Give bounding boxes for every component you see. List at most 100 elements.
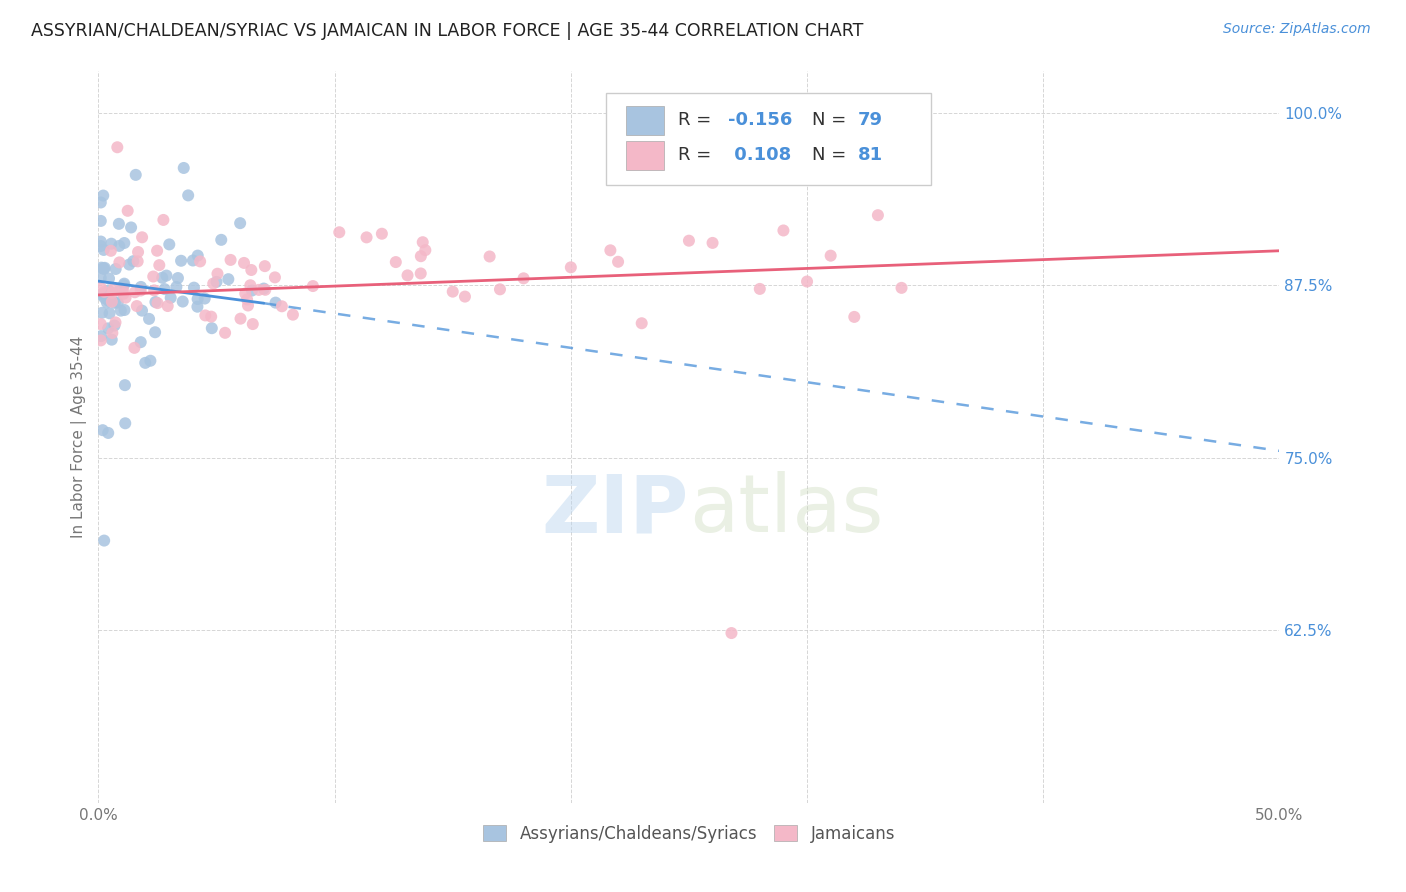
Point bbox=[170, 253, 193, 268]
Point bbox=[125, 299, 148, 313]
Point bbox=[173, 161, 195, 175]
Point bbox=[236, 293, 259, 307]
Point bbox=[489, 282, 512, 296]
Point bbox=[371, 227, 394, 241]
Point bbox=[103, 282, 125, 296]
Point bbox=[155, 268, 177, 283]
Point bbox=[253, 259, 276, 273]
Point bbox=[188, 254, 211, 268]
Point bbox=[98, 271, 121, 285]
Point bbox=[194, 309, 217, 323]
Point bbox=[90, 239, 112, 253]
Text: ASSYRIAN/CHALDEAN/SYRIAC VS JAMAICAN IN LABOR FORCE | AGE 35-44 CORRELATION CHAR: ASSYRIAN/CHALDEAN/SYRIAC VS JAMAICAN IN … bbox=[31, 22, 863, 40]
Point bbox=[98, 306, 121, 320]
FancyBboxPatch shape bbox=[626, 141, 664, 170]
Point bbox=[270, 299, 292, 313]
Point bbox=[201, 321, 224, 335]
Point bbox=[409, 249, 432, 263]
Point bbox=[97, 293, 120, 308]
Point bbox=[761, 161, 783, 175]
Point bbox=[145, 295, 167, 310]
Legend: Assyrians/Chaldeans/Syriacs, Jamaicans: Assyrians/Chaldeans/Syriacs, Jamaicans bbox=[477, 818, 901, 849]
Point bbox=[104, 262, 127, 277]
Point bbox=[150, 270, 173, 285]
Point bbox=[134, 356, 156, 370]
Point bbox=[186, 300, 208, 314]
Point bbox=[93, 285, 115, 299]
Point bbox=[200, 310, 222, 324]
Point bbox=[396, 268, 419, 283]
Point bbox=[165, 280, 187, 294]
Point bbox=[187, 249, 209, 263]
Y-axis label: In Labor Force | Age 35-44: In Labor Force | Age 35-44 bbox=[72, 336, 87, 538]
Point bbox=[607, 254, 630, 268]
Point bbox=[127, 245, 149, 260]
Point bbox=[97, 321, 120, 335]
Point bbox=[91, 306, 114, 320]
Point bbox=[240, 284, 263, 298]
Point bbox=[90, 195, 112, 210]
Point bbox=[156, 299, 179, 313]
Point bbox=[202, 277, 225, 291]
Point bbox=[194, 292, 217, 306]
Text: ZIP: ZIP bbox=[541, 471, 689, 549]
Point bbox=[229, 311, 252, 326]
Point bbox=[90, 334, 112, 348]
Point bbox=[105, 140, 128, 154]
Point bbox=[101, 294, 124, 309]
Point bbox=[118, 258, 141, 272]
Point bbox=[302, 279, 325, 293]
Point bbox=[131, 303, 153, 318]
Point bbox=[91, 423, 114, 437]
Point bbox=[772, 223, 794, 237]
Point bbox=[104, 315, 127, 329]
Point bbox=[93, 260, 115, 275]
Point bbox=[139, 353, 162, 368]
Point bbox=[236, 298, 259, 312]
Point bbox=[90, 214, 112, 228]
Point bbox=[129, 335, 152, 350]
Point bbox=[100, 236, 122, 251]
Point bbox=[90, 287, 112, 301]
Point bbox=[112, 282, 135, 296]
Point bbox=[254, 283, 277, 297]
Point bbox=[108, 217, 131, 231]
Point bbox=[97, 425, 120, 440]
Point bbox=[253, 282, 276, 296]
Point bbox=[820, 249, 842, 263]
FancyBboxPatch shape bbox=[606, 94, 931, 185]
Point bbox=[96, 295, 118, 310]
Point bbox=[90, 271, 112, 285]
Point bbox=[103, 318, 125, 333]
Point bbox=[124, 341, 146, 355]
Point bbox=[356, 230, 378, 244]
Point bbox=[146, 296, 169, 310]
Point bbox=[264, 295, 287, 310]
Point bbox=[415, 243, 437, 257]
Point bbox=[233, 286, 256, 301]
Point bbox=[112, 277, 135, 291]
Point bbox=[233, 256, 256, 270]
Text: -0.156: -0.156 bbox=[728, 112, 793, 129]
Text: N =: N = bbox=[811, 112, 852, 129]
Point bbox=[866, 208, 889, 222]
Point bbox=[122, 254, 145, 268]
Point bbox=[214, 326, 236, 340]
Point bbox=[209, 233, 232, 247]
Point bbox=[844, 310, 866, 324]
Point bbox=[328, 225, 350, 239]
Point bbox=[239, 278, 262, 293]
Point bbox=[748, 282, 770, 296]
Point bbox=[281, 308, 304, 322]
Point bbox=[101, 285, 124, 300]
Point bbox=[159, 291, 181, 305]
Point bbox=[104, 296, 127, 310]
Point bbox=[385, 255, 408, 269]
Point bbox=[454, 289, 477, 303]
Point bbox=[90, 260, 112, 275]
Point bbox=[890, 281, 912, 295]
Point bbox=[117, 203, 139, 218]
Point bbox=[93, 261, 115, 276]
Point bbox=[142, 269, 165, 284]
Point bbox=[108, 255, 131, 269]
